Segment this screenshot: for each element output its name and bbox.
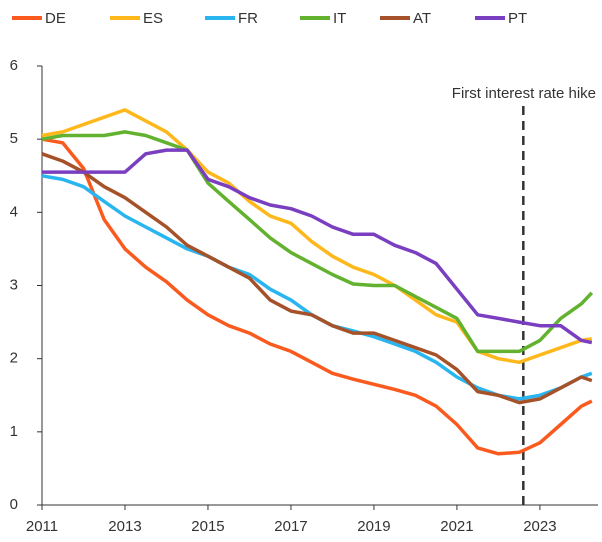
- x-tick-label: 2023: [523, 518, 556, 535]
- y-tick-label: 1: [10, 423, 18, 440]
- x-tick-label: 2017: [274, 518, 307, 535]
- line-series: [41, 130, 594, 354]
- x-tick-label: 2021: [440, 518, 473, 535]
- x-tick-label: 2019: [357, 518, 390, 535]
- y-tick-label: 2: [10, 350, 18, 367]
- annotation-text: First interest rate hike: [452, 85, 596, 102]
- line-series: [41, 137, 593, 456]
- legend-label: DE: [45, 10, 66, 27]
- y-tick-label: 3: [10, 276, 18, 293]
- y-tick-label: 4: [10, 203, 18, 220]
- legend-label: PT: [508, 10, 527, 27]
- y-tick-label: 6: [10, 57, 18, 74]
- legend-label: AT: [413, 10, 431, 27]
- x-tick-label: 2013: [108, 518, 141, 535]
- legend-label: IT: [333, 10, 346, 27]
- x-tick-label: 2015: [191, 518, 224, 535]
- line-series: [41, 108, 593, 365]
- y-tick-label: 0: [10, 496, 18, 513]
- line-series: [41, 152, 593, 405]
- x-tick-label: 2011: [26, 518, 58, 535]
- y-tick-label: 5: [10, 130, 18, 147]
- legend-label: ES: [143, 10, 163, 27]
- legend-label: FR: [238, 10, 258, 27]
- line-series: [42, 148, 593, 345]
